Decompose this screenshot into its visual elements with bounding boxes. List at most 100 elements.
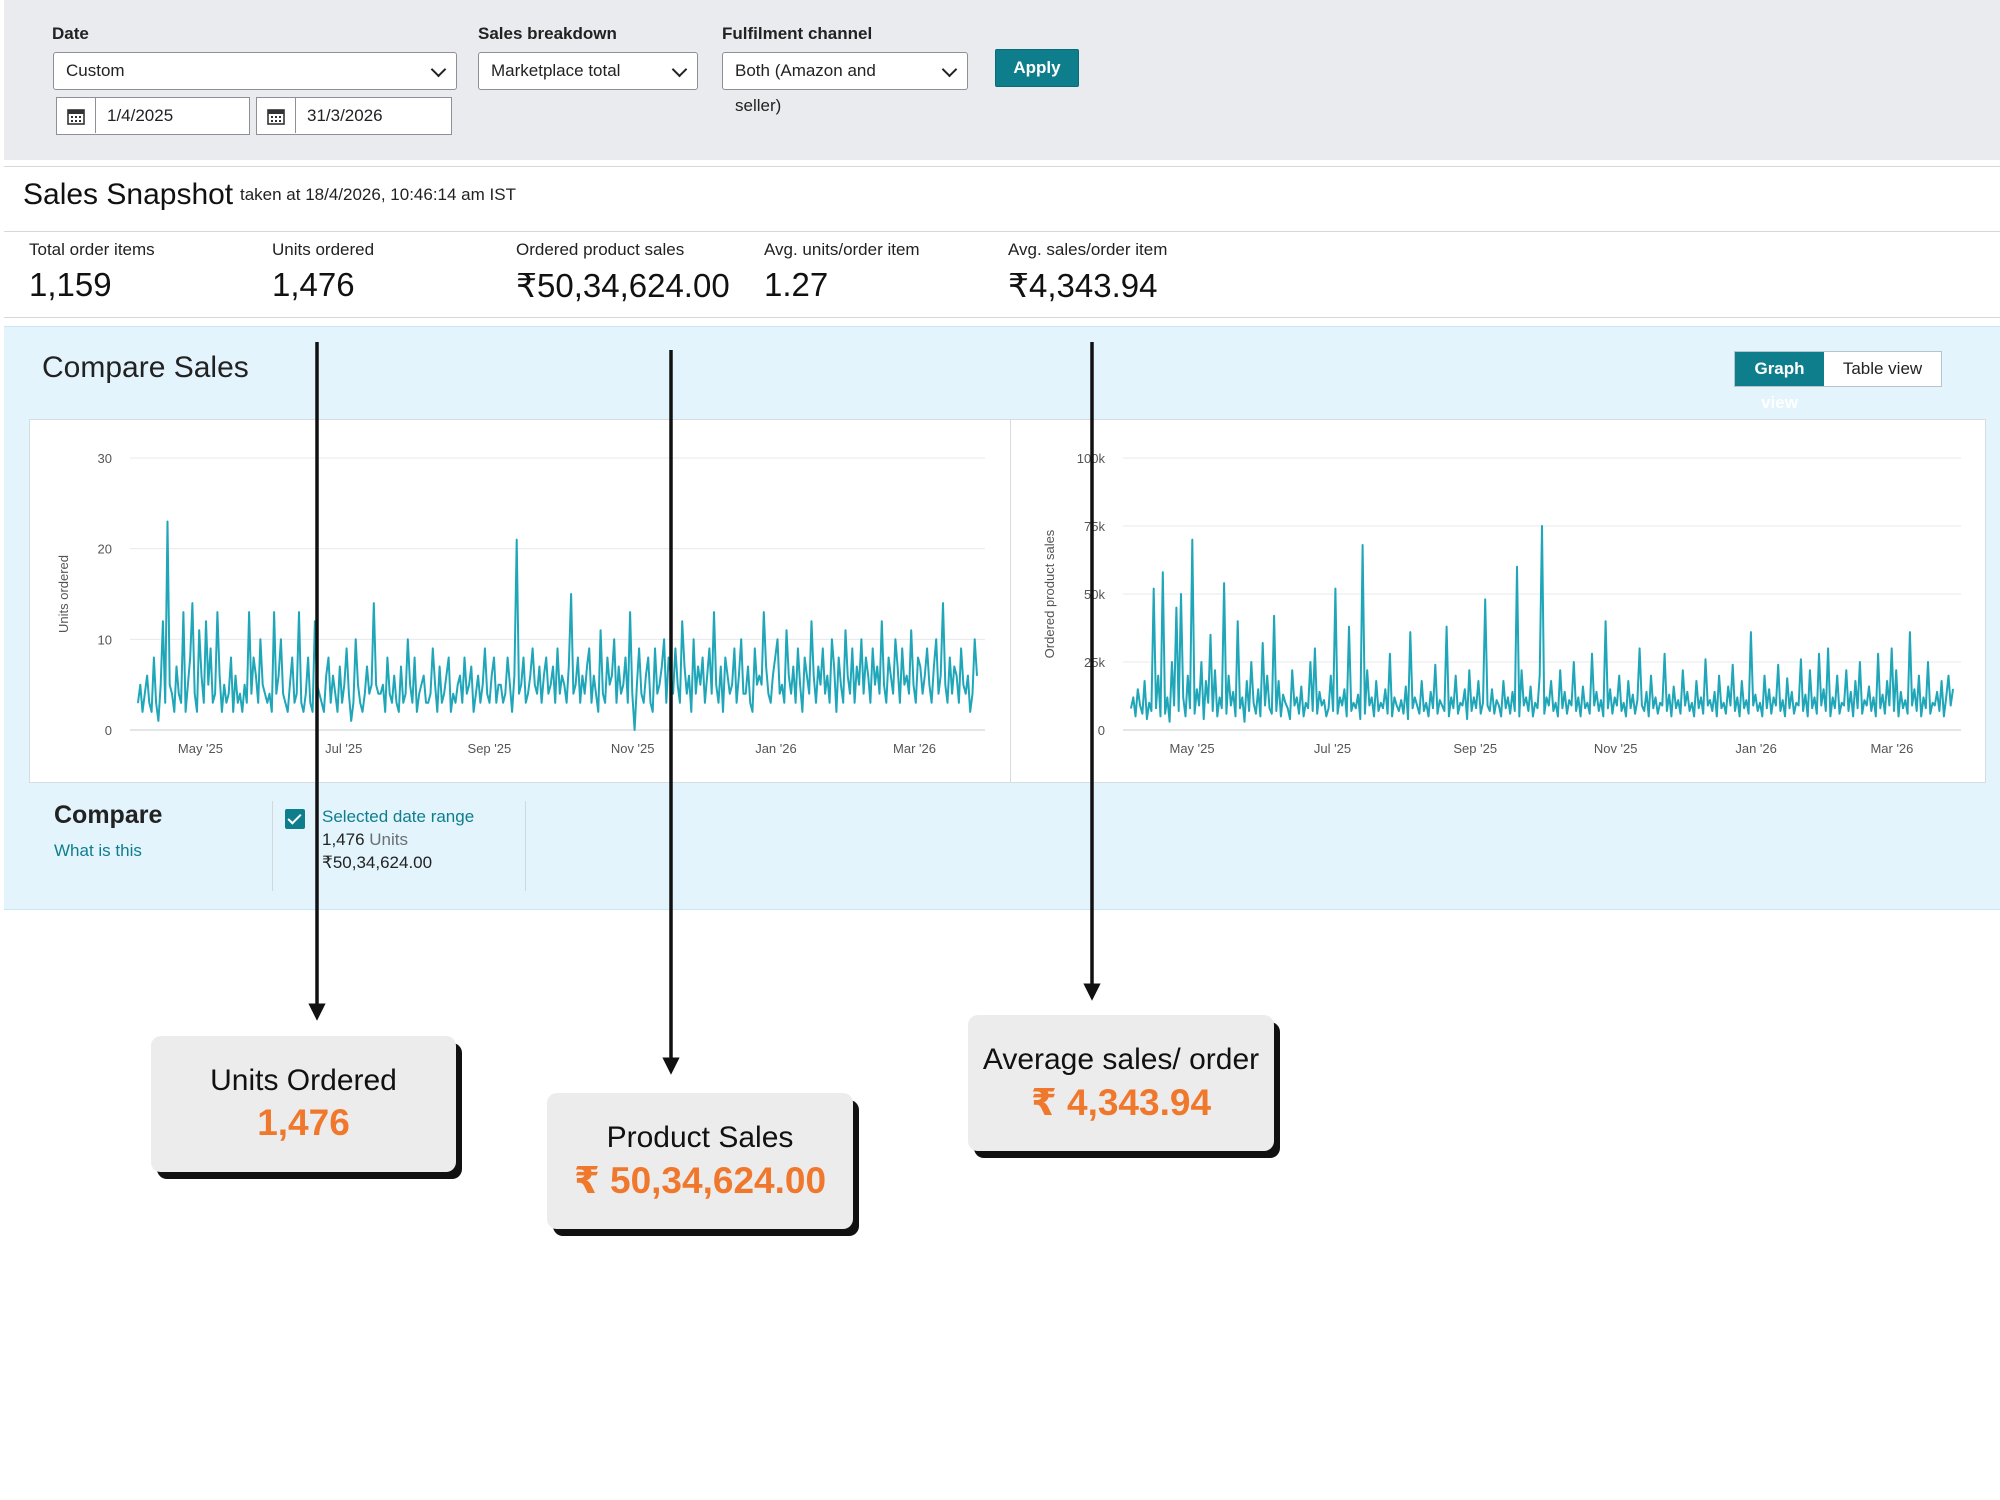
data-point	[198, 629, 200, 631]
date-range-select[interactable]: Custom	[53, 52, 457, 90]
data-point	[271, 711, 273, 713]
data-point	[618, 665, 620, 668]
data-point	[216, 611, 218, 613]
data-point	[1214, 669, 1216, 671]
data-point	[398, 711, 400, 713]
data-point	[1241, 696, 1243, 698]
data-point	[969, 711, 971, 713]
data-point	[615, 702, 618, 704]
calendar-icon[interactable]	[57, 98, 96, 133]
data-point	[1641, 704, 1643, 707]
data-point	[1832, 696, 1834, 698]
data-point	[1389, 653, 1391, 655]
data-point	[371, 684, 373, 686]
data-point	[917, 656, 919, 659]
end-date-input[interactable]: 31/3/2026	[256, 97, 452, 135]
data-point	[470, 665, 472, 668]
data-point	[359, 702, 361, 704]
data-point	[355, 638, 357, 640]
data-point	[402, 702, 404, 704]
data-point	[1741, 680, 1743, 682]
data-point	[1439, 699, 1441, 701]
data-point	[776, 638, 779, 640]
data-point	[767, 693, 770, 695]
data-point	[792, 665, 794, 668]
table-view-button[interactable]: Table view	[1842, 359, 1923, 378]
fulfilment-channel-select[interactable]: Both (Amazon and seller)	[722, 52, 968, 115]
data-point	[160, 684, 162, 686]
data-point	[974, 638, 976, 640]
data-point	[647, 656, 649, 659]
data-point	[1618, 675, 1620, 677]
data-point	[1673, 685, 1675, 688]
data-point	[956, 675, 958, 677]
data-point	[1589, 713, 1591, 715]
data-point	[1550, 680, 1552, 682]
data-point	[1489, 710, 1491, 712]
data-point	[418, 693, 420, 695]
data-point	[282, 693, 284, 695]
data-point	[1754, 694, 1756, 696]
data-point	[919, 665, 921, 668]
data-point	[634, 729, 636, 731]
y-tick-label: 30	[98, 451, 112, 466]
data-point	[774, 656, 776, 659]
data-point	[946, 702, 949, 704]
y-tick-label: 10	[98, 632, 112, 647]
data-point	[783, 702, 785, 704]
data-point	[636, 684, 638, 686]
data-point	[1300, 685, 1302, 688]
data-point	[860, 638, 863, 640]
data-point	[1375, 680, 1377, 682]
sales-breakdown-select[interactable]: Marketplace total	[478, 52, 698, 90]
data-point	[1248, 710, 1250, 712]
data-point	[330, 702, 332, 704]
data-point	[1232, 691, 1234, 693]
data-point	[1720, 707, 1722, 709]
selected-range-checkbox[interactable]	[285, 809, 305, 829]
data-point	[1541, 525, 1543, 527]
data-point	[180, 702, 182, 704]
graph-view-button[interactable]: Graph view	[1735, 352, 1824, 412]
data-point	[1384, 688, 1386, 690]
data-point	[350, 720, 352, 722]
data-point	[1807, 715, 1809, 717]
data-point	[1477, 680, 1479, 682]
data-point	[1148, 702, 1150, 704]
data-point	[1318, 691, 1321, 693]
data-point	[847, 675, 849, 677]
start-date-input[interactable]: 1/4/2025	[56, 97, 250, 135]
data-point	[1704, 658, 1707, 660]
data-point	[1820, 704, 1822, 707]
data-point	[674, 647, 677, 649]
data-point	[729, 693, 731, 695]
what-is-this-link[interactable]: What is this	[54, 841, 142, 860]
data-point	[1854, 680, 1856, 682]
data-point	[1779, 710, 1781, 712]
data-point	[1745, 699, 1747, 701]
data-point	[872, 647, 874, 649]
data-point	[1714, 691, 1716, 693]
data-point	[1872, 696, 1875, 698]
data-point	[1443, 710, 1445, 712]
data-point	[468, 684, 470, 686]
data-point	[1922, 696, 1925, 698]
data-point	[343, 684, 345, 686]
x-tick-label: Jan '26	[1735, 741, 1777, 756]
data-point	[1614, 696, 1616, 698]
data-point	[1788, 707, 1791, 709]
data-point	[1936, 691, 1938, 693]
data-point	[1900, 691, 1902, 693]
data-point	[219, 675, 221, 677]
apply-button[interactable]: Apply	[995, 49, 1079, 87]
calendar-icon[interactable]	[257, 98, 296, 133]
data-point	[289, 684, 291, 686]
data-point	[740, 638, 742, 640]
data-point	[1473, 696, 1475, 698]
data-point	[563, 684, 565, 686]
data-point	[581, 675, 584, 677]
data-point	[1273, 615, 1275, 617]
data-point	[262, 684, 264, 686]
data-point	[1863, 699, 1865, 701]
data-point	[389, 693, 391, 695]
